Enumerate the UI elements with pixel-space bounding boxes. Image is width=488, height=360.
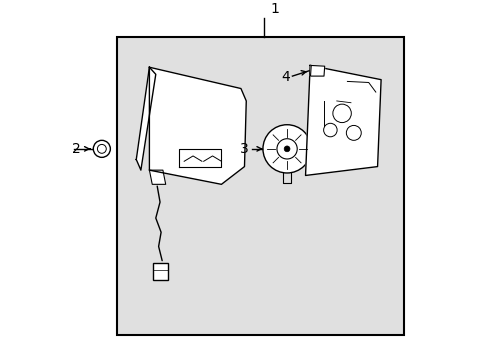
Polygon shape bbox=[149, 67, 246, 184]
Circle shape bbox=[276, 139, 297, 159]
Text: 1: 1 bbox=[269, 3, 278, 17]
Circle shape bbox=[93, 140, 110, 157]
Polygon shape bbox=[310, 66, 324, 76]
Text: 2: 2 bbox=[72, 142, 80, 156]
Circle shape bbox=[323, 123, 336, 137]
Circle shape bbox=[332, 104, 350, 123]
Bar bbox=[153, 263, 167, 280]
Circle shape bbox=[263, 125, 310, 173]
Polygon shape bbox=[179, 149, 221, 167]
Circle shape bbox=[346, 125, 361, 140]
Polygon shape bbox=[136, 67, 156, 170]
Text: 4: 4 bbox=[281, 70, 289, 84]
Polygon shape bbox=[149, 170, 165, 184]
Text: 3: 3 bbox=[240, 142, 248, 156]
Bar bbox=[117, 37, 404, 335]
Circle shape bbox=[97, 144, 106, 153]
Polygon shape bbox=[305, 66, 380, 175]
Circle shape bbox=[284, 146, 289, 152]
